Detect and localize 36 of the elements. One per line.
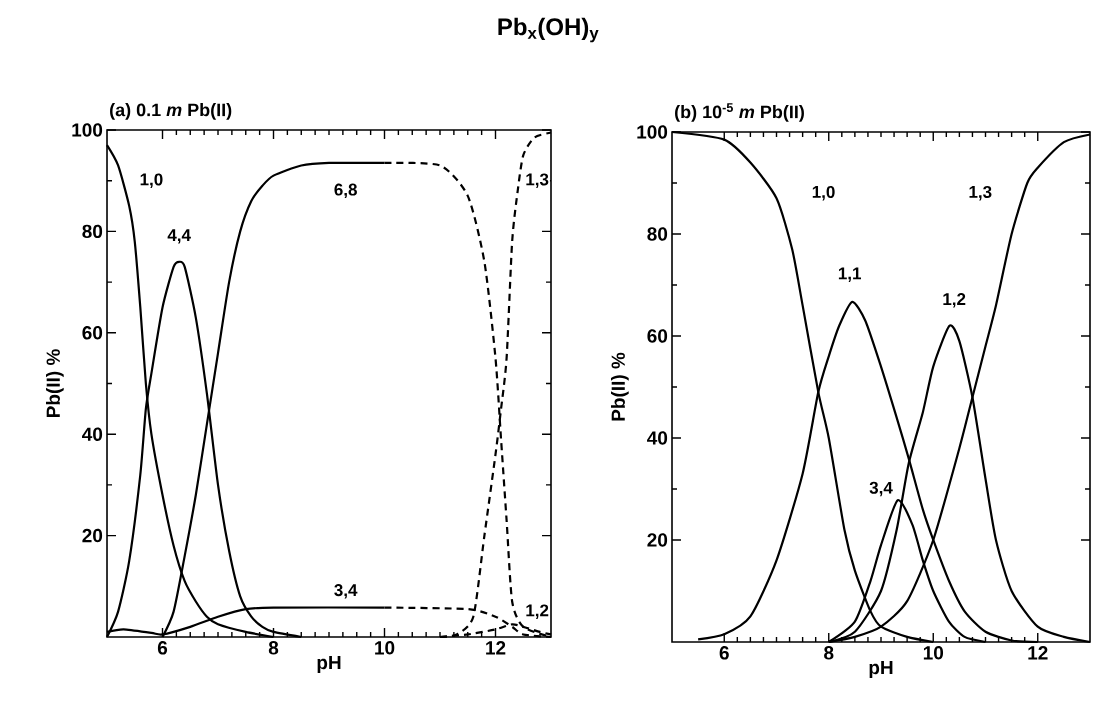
y-tick-label: 40 [82,427,103,441]
y-tick-label: 40 [647,431,668,445]
annotation: 1,0 [140,173,163,188]
y-axis-title: Pb(II) % [46,349,64,418]
annotation: 1,2 [526,604,549,619]
annotation: 1,1 [838,267,861,282]
y-tick-label: 100 [72,123,103,137]
chart-subtitle: (b) 10$^{-5}$ m Pb(II) [675,103,804,122]
x-axis-title: pH [869,661,893,679]
y-tick-label: 20 [647,533,668,547]
annotation: 3,4 [869,481,893,497]
x-tick-label: 12 [1028,646,1048,660]
x-axis-title: pH [317,656,341,674]
x-tick-label: 6 [157,641,168,655]
y-tick-label: 80 [647,227,668,241]
x-tick-label: 8 [268,641,279,655]
y-tick-label: 100 [637,125,668,139]
annotation: 1,0 [812,185,835,201]
annotation: 3,4 [334,584,358,599]
annotation: 1,2 [943,293,966,308]
x-tick-label: 10 [923,646,944,660]
annotation: 4,4 [167,229,191,244]
y-tick-label: 80 [82,224,103,239]
y-axis-title: Pb(II) % [610,352,629,421]
annotation: 6,8 [334,183,357,199]
y-tick-label: 60 [82,326,103,340]
x-tick-label: 10 [375,641,395,655]
chart-title: Pb$_{x}$(OH)$_{y}$ [498,17,599,43]
x-tick-label: 8 [824,646,834,660]
y-tick-label: 60 [647,329,668,343]
annotation: 1,3 [526,173,549,188]
x-tick-label: 12 [486,641,506,655]
annotation: 1,3 [969,185,992,201]
y-tick-label: 20 [82,528,103,543]
x-tick-label: 6 [719,646,729,660]
chart-subtitle: (a) 0.1 m Pb(II) [110,103,232,120]
